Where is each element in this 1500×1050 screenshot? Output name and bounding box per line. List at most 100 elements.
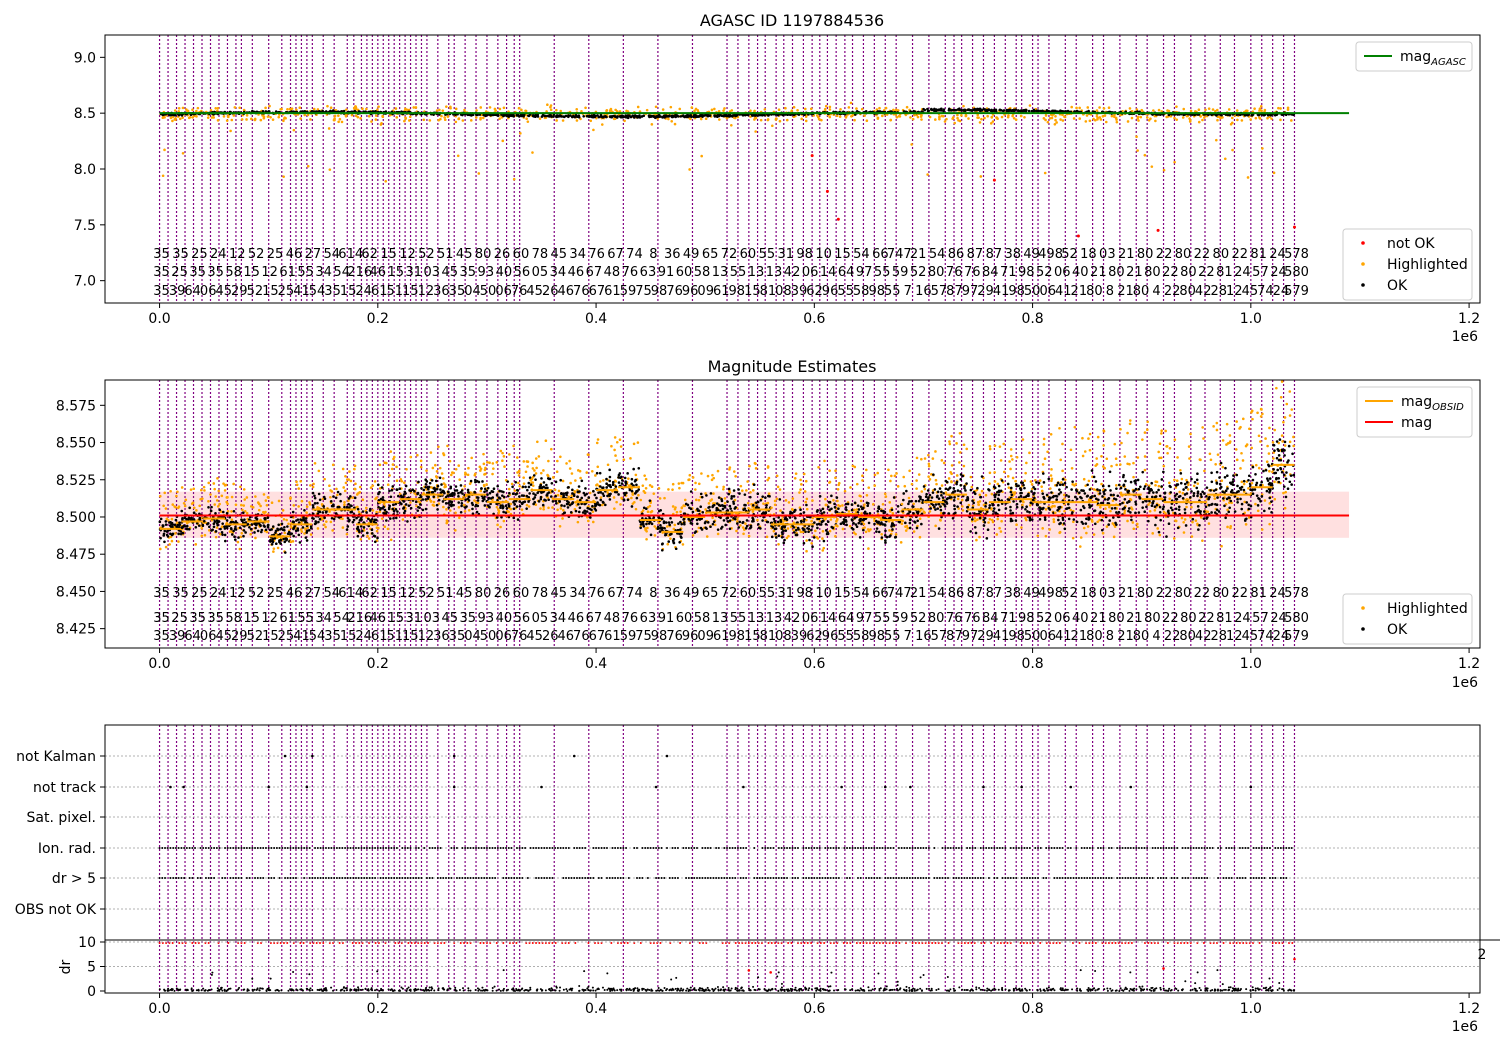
highlighted-point xyxy=(253,118,257,122)
ok-point xyxy=(716,528,720,531)
obsid-label: 76 xyxy=(511,284,528,299)
ok-point xyxy=(591,504,594,508)
obsid-label: 35 xyxy=(324,284,341,299)
highlighted-point xyxy=(596,465,600,469)
highlighted-point xyxy=(250,117,253,121)
highlighted-point xyxy=(1078,117,1082,120)
highlighted-point xyxy=(535,466,538,470)
highlighted-point xyxy=(606,463,610,467)
highlighted-point xyxy=(1128,107,1132,110)
not-ok-point xyxy=(810,154,814,158)
obsid-label: 81 xyxy=(760,284,777,299)
highlighted-point xyxy=(272,550,275,553)
highlighted-point xyxy=(213,487,216,491)
highlighted-point xyxy=(316,527,320,530)
highlighted-point xyxy=(449,106,452,110)
ok-point xyxy=(514,499,518,503)
highlighted-point xyxy=(432,500,436,504)
obsid-label: 74 xyxy=(626,247,643,262)
highlighted-point xyxy=(498,107,502,111)
ok-point xyxy=(336,490,340,494)
highlighted-point xyxy=(404,117,408,120)
ok-point xyxy=(402,506,406,509)
highlighted-point xyxy=(524,470,528,474)
ok-point xyxy=(218,508,222,512)
highlighted-point xyxy=(305,505,309,508)
ok-point xyxy=(173,523,177,527)
highlighted-point xyxy=(1055,121,1058,124)
highlighted-point xyxy=(380,517,384,520)
highlighted-point xyxy=(525,503,529,507)
ok-point xyxy=(389,495,393,499)
obsid-label: 498 xyxy=(1038,247,1063,262)
highlighted-point xyxy=(191,116,194,119)
highlighted-point xyxy=(1046,120,1050,124)
ok-point xyxy=(626,472,629,475)
obsid-label: 98 xyxy=(729,284,746,299)
ok-point xyxy=(382,505,385,509)
highlighted-point xyxy=(481,116,485,120)
ok-point xyxy=(480,487,483,490)
ok-point xyxy=(487,497,490,501)
highlighted-point xyxy=(1048,117,1052,120)
highlighted-point xyxy=(277,499,281,503)
highlighted-point xyxy=(1150,165,1154,168)
ok-point xyxy=(663,526,666,530)
ok-point xyxy=(376,536,379,540)
ok-point xyxy=(379,506,382,510)
obsid-label: 67 xyxy=(589,284,606,299)
highlighted-point xyxy=(645,108,649,112)
ok-point xyxy=(511,492,515,496)
obsid-label: 13 xyxy=(748,265,765,280)
ok-point xyxy=(286,525,289,528)
obsid-label: 12 xyxy=(261,265,278,280)
highlighted-point xyxy=(809,107,813,111)
ok-point xyxy=(635,483,638,487)
ok-point xyxy=(232,509,236,513)
highlighted-point xyxy=(201,497,204,500)
highlighted-point xyxy=(409,455,413,459)
highlighted-point xyxy=(697,482,701,486)
ok-point xyxy=(978,109,982,113)
highlighted-point xyxy=(641,484,645,487)
highlighted-point xyxy=(570,494,574,498)
highlighted-point xyxy=(561,119,565,122)
highlighted-point xyxy=(644,527,647,530)
highlighted-point xyxy=(671,488,674,491)
not-ok-point xyxy=(825,189,829,193)
ok-point xyxy=(214,512,217,515)
ok-point xyxy=(642,524,646,528)
ok-point xyxy=(716,115,719,119)
highlighted-point xyxy=(618,110,622,113)
ok-point xyxy=(756,492,760,496)
ok-point xyxy=(192,511,196,515)
highlighted-point xyxy=(1115,118,1118,121)
ok-point xyxy=(688,506,691,510)
ok-point xyxy=(304,517,308,520)
obsid-label: 48 xyxy=(604,265,621,280)
highlighted-point xyxy=(1175,105,1178,108)
highlighted-point xyxy=(446,115,450,118)
ok-point xyxy=(201,524,205,528)
highlighted-point xyxy=(365,107,368,111)
ok-point xyxy=(413,516,416,520)
highlighted-point xyxy=(711,516,714,520)
ok-point xyxy=(601,486,605,489)
ok-point xyxy=(170,521,174,525)
highlighted-point xyxy=(820,118,823,122)
obsid-label: 34 xyxy=(315,265,332,280)
highlighted-point xyxy=(495,505,499,509)
ok-point xyxy=(532,492,535,495)
ok-point xyxy=(667,521,671,524)
ok-point xyxy=(725,114,729,118)
highlighted-point xyxy=(598,480,602,483)
ok-point xyxy=(416,509,420,512)
highlighted-point xyxy=(437,445,440,449)
highlighted-point xyxy=(951,117,954,120)
highlighted-point xyxy=(1162,168,1166,172)
highlighted-point xyxy=(230,118,234,122)
ok-point xyxy=(745,524,749,528)
highlighted-point xyxy=(350,113,354,117)
ok-point xyxy=(728,504,732,508)
ok-point xyxy=(590,115,594,119)
